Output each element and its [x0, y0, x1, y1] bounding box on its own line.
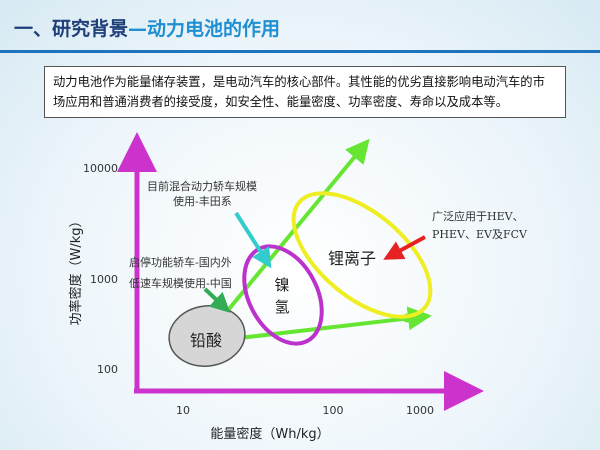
header-bar: 一、研究背景—动力电池的作用: [0, 0, 600, 62]
title-sub: —动力电池的作用: [128, 18, 281, 40]
nimh-label-1: 镍: [274, 276, 289, 294]
x-tick-10: 10: [176, 404, 190, 417]
lead-acid-label: 铅酸: [190, 331, 222, 350]
description-box: 动力电池作为能量储存装置，是电动汽车的核心部件。其性能的优劣直接影响电动汽车的市…: [44, 66, 566, 118]
red-arrow: [383, 235, 426, 260]
annotation-li-2: PHEV、EV及FCV: [432, 228, 528, 241]
lead-acid-region: [168, 305, 246, 367]
page-title: 一、研究背景—动力电池的作用: [14, 14, 280, 41]
x-tick-1000: 1000: [406, 404, 434, 417]
green-pointer-arrow: [203, 287, 231, 313]
annotation-startstop-1: 启停功能轿车-国内外: [129, 255, 232, 269]
li-ion-region: [291, 191, 433, 319]
annotation-hybrid-1: 目前混合动力轿车规模: [147, 179, 257, 193]
y-axis-label: 功率密度（W/kg）: [68, 214, 84, 325]
green-arrow-diagonal: [203, 138, 370, 340]
y-tick-1000: 1000: [90, 273, 118, 286]
x-axis-label: 能量密度（Wh/kg）: [210, 426, 329, 442]
annotation-hybrid-2: 使用-丰田系: [173, 195, 232, 208]
li-ion-label: 锂离子: [328, 249, 376, 268]
y-tick-100: 100: [97, 363, 118, 376]
cyan-arrow: [234, 211, 272, 269]
title-main: 一、研究背景: [14, 18, 129, 40]
annotation-startstop-2: 低速车规模使用-中国: [129, 276, 232, 290]
y-tick-10000: 10000: [83, 162, 118, 175]
annotation-li-1: 广泛应用于HEV、: [432, 209, 524, 223]
x-tick-100: 100: [323, 404, 344, 417]
nimh-label-2: 氢: [274, 298, 289, 316]
title-underline: [0, 50, 600, 53]
